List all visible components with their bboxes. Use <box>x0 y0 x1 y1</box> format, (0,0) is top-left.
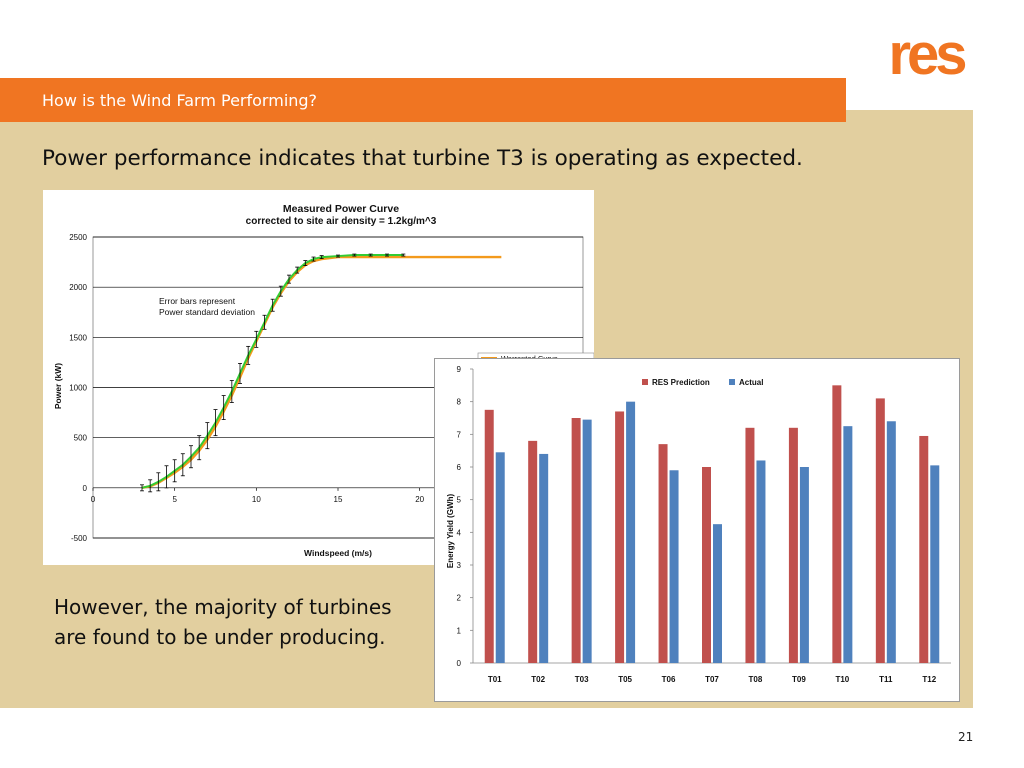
y-tick-label: 2000 <box>69 283 87 292</box>
y-tick-label: 0 <box>457 659 462 668</box>
headline: Power performance indicates that turbine… <box>42 146 803 171</box>
y-tick-label: 5 <box>457 496 462 505</box>
bar-res-prediction <box>615 411 625 663</box>
y-tick-label: 2500 <box>69 233 87 242</box>
legend-actual-label: Actual <box>739 378 763 387</box>
bar-actual <box>495 452 505 663</box>
bar-res-prediction <box>658 444 668 663</box>
chart-subtitle: corrected to site air density = 1.2kg/m^… <box>246 216 437 227</box>
y-tick-label: 1 <box>457 626 462 635</box>
x-tick-label: T11 <box>879 675 893 684</box>
x-tick-label: 5 <box>172 495 177 504</box>
y-tick-label: 9 <box>457 365 462 374</box>
bar-res-prediction <box>484 409 494 663</box>
bar-actual <box>799 467 809 663</box>
x-tick-label: T02 <box>531 675 545 684</box>
chart-title: Measured Power Curve <box>283 203 399 215</box>
slide-title: How is the Wind Farm Performing? <box>42 91 318 110</box>
bar-res-prediction <box>571 418 581 663</box>
y-axis-label: Energy Yield (GWh) <box>446 494 455 569</box>
bar-res-prediction <box>919 435 929 663</box>
y-tick-label: 4 <box>457 528 462 537</box>
y-axis-label: Power (kW) <box>53 363 63 409</box>
bar-res-prediction <box>788 427 798 663</box>
x-tick-label: T07 <box>705 675 719 684</box>
y-tick-label: 1000 <box>69 384 87 393</box>
legend-actual-swatch <box>729 379 735 385</box>
series-measured-line <box>141 254 404 489</box>
x-tick-label: 10 <box>252 495 261 504</box>
x-tick-label: T01 <box>488 675 502 684</box>
legend-prediction-swatch <box>642 379 648 385</box>
body-text: However, the majority of turbines are fo… <box>54 595 392 649</box>
x-tick-label: T10 <box>835 675 849 684</box>
energy-yield-svg: 0 1 2 3 4 5 6 7 8 9 T01 T02 T03 T05 T06 T07 T08 T09 T10 T1… <box>446 365 951 684</box>
svg-text:res: res <box>888 30 965 80</box>
x-axis-label: Windspeed (m/s) <box>304 548 372 558</box>
bar-res-prediction <box>528 440 538 663</box>
bar-res-prediction <box>875 398 885 663</box>
x-tick-label: 20 <box>415 495 424 504</box>
x-tick-label: T05 <box>618 675 632 684</box>
res-logo: res <box>888 30 969 80</box>
y-tick-label: 500 <box>74 434 88 443</box>
bar-actual <box>582 419 592 663</box>
y-tick-label: 6 <box>457 463 462 472</box>
chart-annotation-line-1: Error bars represent <box>159 296 236 306</box>
bar-res-prediction <box>832 385 842 663</box>
energy-yield-chart: 0 1 2 3 4 5 6 7 8 9 T01 T02 T03 T05 T06 T07 T08 T09 T10 T1… <box>434 358 960 702</box>
y-tick-label: -500 <box>71 534 88 543</box>
chart-annotation-line-2: Power standard deviation <box>159 307 255 317</box>
bar-actual <box>626 401 636 663</box>
x-tick-label: T12 <box>922 675 936 684</box>
x-tick-label: T03 <box>575 675 589 684</box>
bar-actual <box>886 421 896 663</box>
bar-res-prediction <box>702 467 711 663</box>
y-tick-label: 3 <box>457 561 462 570</box>
bar-actual <box>539 453 549 663</box>
y-tick-label: 1500 <box>69 333 87 342</box>
bar-actual <box>756 460 766 663</box>
bar-res-prediction <box>745 427 755 663</box>
y-tick-label: 8 <box>457 398 462 407</box>
x-tick-label: T09 <box>792 675 806 684</box>
x-tick-label: 0 <box>91 495 96 504</box>
y-tick-label: 0 <box>83 484 88 493</box>
y-tick-label: 2 <box>457 594 462 603</box>
x-tick-label: T08 <box>749 675 763 684</box>
x-tick-label: T06 <box>662 675 676 684</box>
bar-actual <box>669 470 679 663</box>
legend-prediction-label: RES Prediction <box>652 378 710 387</box>
title-bar <box>0 78 846 122</box>
bar-actual <box>713 524 722 663</box>
bar-actual <box>843 426 853 663</box>
y-tick-label: 7 <box>457 430 462 439</box>
page-number: 21 <box>958 730 974 744</box>
x-tick-label: 15 <box>334 495 343 504</box>
bar-actual <box>930 465 940 663</box>
